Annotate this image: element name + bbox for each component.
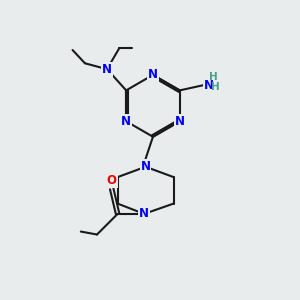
Text: N: N bbox=[102, 63, 112, 76]
Text: N: N bbox=[148, 68, 158, 81]
Text: N: N bbox=[204, 79, 214, 92]
Text: N: N bbox=[141, 160, 151, 173]
Text: O: O bbox=[107, 174, 117, 188]
Text: H: H bbox=[211, 82, 219, 92]
Text: N: N bbox=[121, 115, 131, 128]
Text: H: H bbox=[209, 72, 218, 82]
Text: N: N bbox=[175, 115, 185, 128]
Text: N: N bbox=[139, 207, 149, 220]
